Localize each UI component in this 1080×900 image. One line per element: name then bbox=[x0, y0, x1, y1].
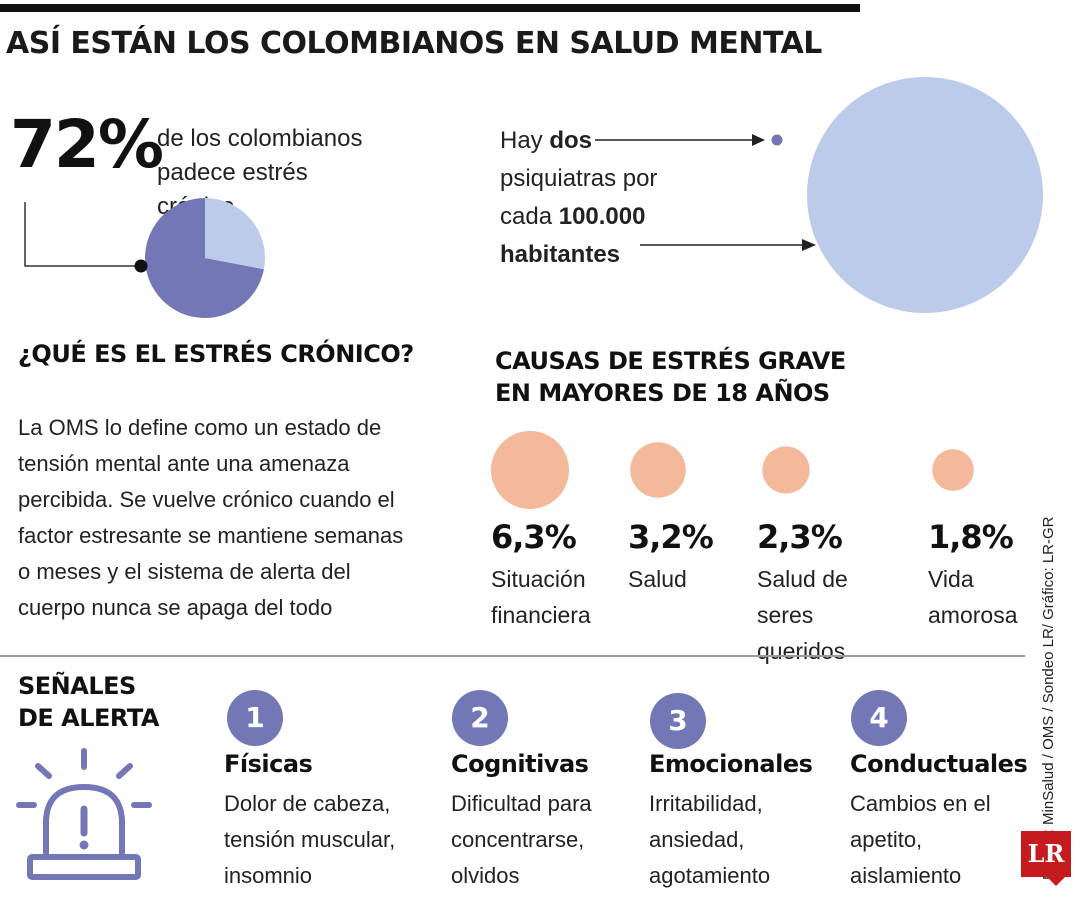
top-bar bbox=[0, 4, 860, 12]
source-credit: Fuente: MinSalud / OMS / Sondeo LR/ Gráf… bbox=[1040, 516, 1057, 881]
cause-bubble bbox=[630, 442, 686, 498]
pie-slice-rest bbox=[205, 198, 265, 270]
cause-item: 1,8% Vida amorosa bbox=[928, 517, 1023, 633]
cause-bubbles bbox=[491, 431, 974, 509]
cause-percentage: 3,2% bbox=[628, 518, 714, 556]
stress-pie-chart bbox=[24, 198, 265, 318]
sign-title: Emocionales bbox=[649, 750, 813, 778]
cause-bubble bbox=[491, 431, 569, 509]
cause-percentage: 1,8% bbox=[928, 518, 1014, 556]
sign-title: Físicas bbox=[224, 750, 313, 778]
arrow-head-inhabitants bbox=[802, 239, 816, 251]
sign-description: Irritabilidad, ansiedad, agotamiento bbox=[649, 791, 771, 888]
pie-slice-stressed bbox=[144, 198, 264, 318]
pie-connector-dot bbox=[134, 259, 148, 273]
cause-label: Situación financiera bbox=[491, 566, 591, 628]
lr-logo: LR bbox=[1021, 831, 1071, 877]
cause-bubble bbox=[762, 446, 810, 494]
inhabitants-circle bbox=[807, 77, 1043, 313]
sign-number-badge: 3 bbox=[650, 693, 706, 749]
psychiatrist-ratio-graphic bbox=[595, 77, 1043, 313]
sign-number-badge: 2 bbox=[452, 690, 508, 746]
cause-label: Salud bbox=[628, 566, 687, 592]
arrow-head-psychiatrists bbox=[752, 134, 765, 146]
stress-percentage: 72% bbox=[10, 106, 164, 183]
cause-percentage: 2,3% bbox=[757, 518, 843, 556]
cause-bubble bbox=[932, 449, 974, 491]
sign-description: Dolor de cabeza, tensión muscular, insom… bbox=[224, 791, 396, 888]
page-title: ASÍ ESTÁN LOS COLOMBIANOS EN SALUD MENTA… bbox=[6, 26, 822, 61]
sign-number-badge: 1 bbox=[227, 690, 283, 746]
sign-number-badge: 4 bbox=[851, 690, 907, 746]
stress-description: de los colombianos padece estrés crónico bbox=[157, 125, 363, 220]
pie-slices bbox=[144, 198, 265, 318]
cause-percentage: 6,3% bbox=[491, 518, 577, 556]
definition-heading: ¿QUÉ ES EL ESTRÉS CRÓNICO? bbox=[18, 340, 414, 368]
causes-bubble-chart bbox=[491, 431, 974, 509]
cause-item: 2,3% Salud de seres queridos bbox=[757, 517, 907, 669]
sign-title: Conductuales bbox=[850, 750, 1028, 778]
pie-connector-line bbox=[24, 202, 141, 267]
definition-heading-wrap: ¿QUÉ ES EL ESTRÉS CRÓNICO? bbox=[18, 338, 414, 370]
sign-description: Cambios en el apetito, aislamiento bbox=[850, 791, 991, 888]
cause-item: 3,2% Salud bbox=[628, 517, 768, 597]
cause-label: Salud de seres queridos bbox=[757, 566, 848, 664]
sign-title: Cognitivas bbox=[451, 750, 589, 778]
lr-logo-tip bbox=[1046, 876, 1066, 886]
signals-heading: SEÑALES DE ALERTA bbox=[18, 672, 159, 732]
cause-item: 6,3% Situación financiera bbox=[491, 517, 631, 633]
alarm-siren-icon bbox=[16, 748, 152, 880]
psychiatrist-text: Hay dos psiquiatras por cada 100.000 hab… bbox=[500, 127, 658, 268]
causes-heading: CAUSAS DE ESTRÉS GRAVE EN MAYORES DE 18 … bbox=[495, 347, 846, 407]
cause-label: Vida amorosa bbox=[928, 566, 1018, 628]
definition-text: La OMS lo define como un estado de tensi… bbox=[18, 415, 404, 620]
section-divider bbox=[0, 655, 1025, 657]
sign-description: Dificultad para concentrarse, olvidos bbox=[451, 791, 592, 888]
psychiatrist-dot bbox=[771, 134, 783, 146]
